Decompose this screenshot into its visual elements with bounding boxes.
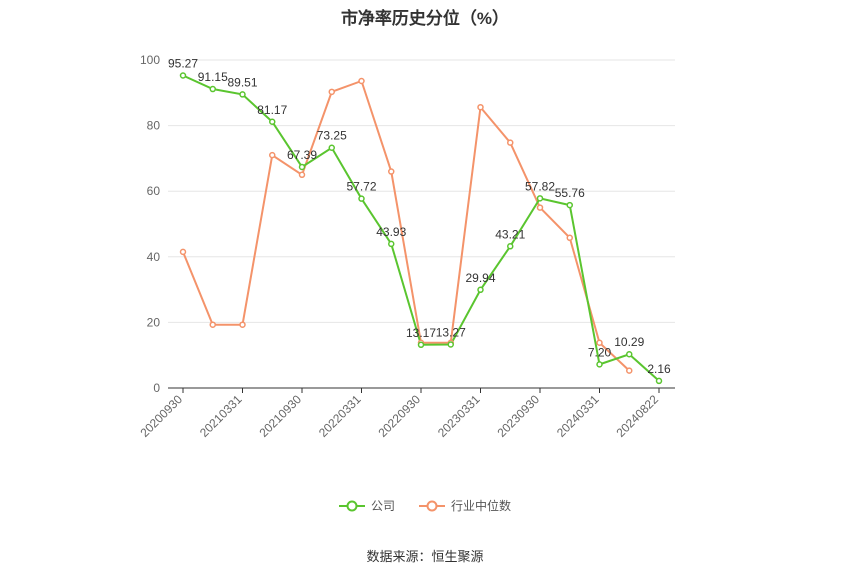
data-label: 95.27: [168, 57, 198, 71]
data-label: 13.27: [436, 325, 466, 339]
data-point-company: [239, 91, 246, 98]
data-label: 29.94: [465, 271, 495, 285]
data-point-industry-median: [239, 321, 246, 328]
legend-marker-company: [338, 500, 365, 511]
legend-item-company[interactable]: 公司: [338, 497, 395, 514]
data-point-company: [596, 361, 603, 368]
data-point-industry-median: [269, 151, 276, 159]
data-point-company: [179, 72, 187, 79]
data-label: 10.29: [614, 335, 644, 349]
legend-label-industry-median: 行业中位数: [451, 499, 512, 513]
x-tick-label: 20210930: [256, 392, 304, 440]
data-point-company: [417, 341, 425, 349]
data-label: 91.15: [198, 70, 228, 84]
data-label: 81.17: [257, 103, 287, 117]
data-point-industry-median: [328, 88, 335, 96]
data-point-industry-median: [566, 234, 573, 242]
data-point-industry-median: [209, 321, 216, 328]
x-tick-label: 20230930: [494, 392, 542, 440]
data-point-company: [328, 144, 335, 151]
series-line-industry-median: [182, 79, 630, 372]
data-point-industry-median: [298, 171, 306, 179]
x-tick-label: 20200930: [137, 392, 185, 440]
data-point-industry-median: [536, 204, 544, 211]
series-points: [179, 72, 663, 385]
source-note: 数据来源：恒生聚源: [366, 549, 484, 564]
data-label: 73.25: [317, 129, 347, 143]
y-tick-label: 40: [147, 250, 161, 264]
x-tick-label: 20230331: [435, 392, 483, 440]
data-point-industry-median: [477, 103, 484, 111]
x-tick-label: 20240822: [613, 392, 661, 440]
data-point-company: [566, 201, 573, 209]
data-label: 43.93: [376, 225, 406, 239]
data-point-company: [298, 163, 306, 171]
x-tick-label: 20220930: [375, 392, 423, 440]
data-point-company: [269, 118, 276, 126]
y-tick-label: 100: [140, 53, 160, 67]
y-tick-label: 20: [147, 315, 161, 329]
data-label: 2.16: [647, 362, 671, 376]
x-tick-label: 20220331: [316, 392, 364, 440]
legend-label-company: 公司: [370, 499, 395, 513]
data-label: 13.17: [406, 326, 436, 340]
data-point-industry-median: [388, 168, 395, 175]
data-point-industry-median: [626, 367, 633, 374]
data-point-company: [507, 243, 514, 250]
data-label: 67.39: [287, 148, 317, 162]
grid-lines: [168, 59, 675, 323]
y-tick-label: 80: [147, 119, 161, 133]
data-point-industry-median: [358, 77, 365, 85]
data-label: 7.20: [588, 345, 612, 359]
y-tick-label: 60: [147, 184, 161, 198]
legend: 公司 行业中位数: [0, 497, 850, 514]
chart-title: 市净率历史分位（%）: [340, 9, 510, 28]
data-label: 57.72: [346, 180, 376, 194]
data-label: 43.21: [495, 227, 525, 241]
y-tick-label: 0: [153, 381, 160, 395]
data-point-company: [536, 195, 544, 202]
data-point-company: [626, 350, 633, 358]
data-label: 89.51: [227, 75, 257, 89]
data-point-company: [477, 286, 484, 294]
legend-item-industry-median[interactable]: 行业中位数: [419, 497, 511, 514]
data-point-company: [358, 195, 365, 202]
x-tick-label: 20210331: [197, 392, 245, 440]
data-point-company: [209, 85, 216, 93]
data-point-industry-median: [596, 339, 603, 346]
data-point-company: [447, 341, 454, 348]
x-tick-label: 20240331: [554, 392, 602, 440]
data-label: 57.82: [525, 179, 555, 193]
data-point-company: [655, 377, 663, 385]
data-point-company: [388, 240, 395, 248]
legend-marker-industry-median: [419, 500, 445, 511]
data-label: 55.76: [555, 186, 585, 200]
data-point-industry-median: [179, 248, 187, 256]
data-point-industry-median: [507, 139, 514, 146]
